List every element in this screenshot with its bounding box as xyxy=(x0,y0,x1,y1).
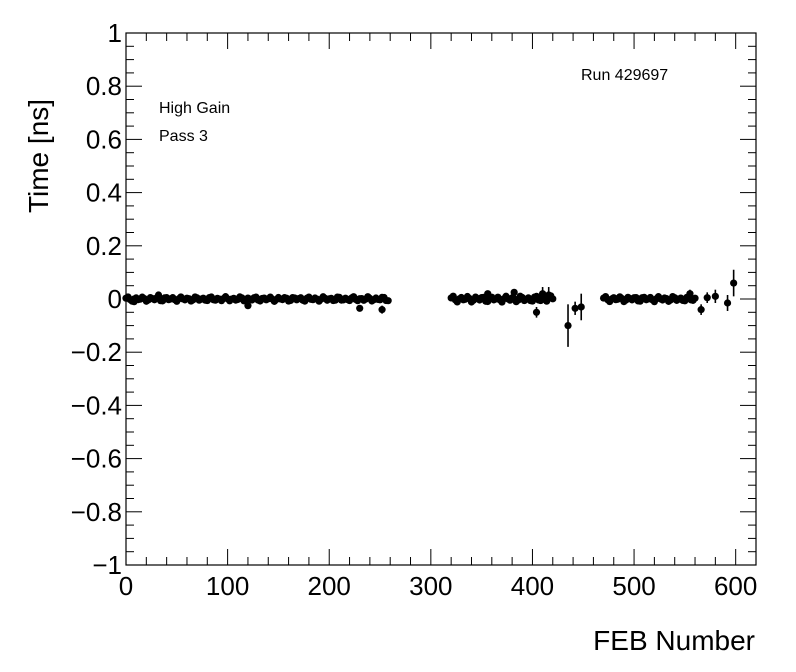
run-annotation: Run 429697 xyxy=(581,67,668,84)
data-point xyxy=(571,304,579,312)
x-tick-label: 100 xyxy=(206,571,249,601)
x-tick-label: 500 xyxy=(612,571,655,601)
y-tick-label: 0.2 xyxy=(86,231,122,261)
data-point xyxy=(384,297,392,305)
y-axis-label: Time [ns] xyxy=(23,99,54,213)
y-tick-label: −0.8 xyxy=(71,497,122,527)
y-tick-label: −0.2 xyxy=(71,337,122,367)
x-tick-label: 0 xyxy=(119,571,133,601)
data-point xyxy=(730,279,738,287)
y-tick-label: 1 xyxy=(108,18,122,48)
data-point xyxy=(711,292,719,300)
x-tick-label: 400 xyxy=(511,571,554,601)
data-point xyxy=(545,291,553,299)
data-point xyxy=(723,299,732,307)
data-point xyxy=(703,294,711,302)
data-point xyxy=(691,294,699,302)
data-point xyxy=(539,290,547,298)
x-axis-label: FEB Number xyxy=(593,625,755,656)
y-tick-label: 0.8 xyxy=(86,71,122,101)
x-axis-ticks: 0 100 200 300 400 500 600 xyxy=(119,33,757,601)
data-point xyxy=(244,302,252,310)
gain-annotation: High Gain xyxy=(159,100,230,117)
data-point xyxy=(378,306,386,314)
data-point xyxy=(484,290,492,298)
data-point xyxy=(532,308,541,316)
data-point xyxy=(130,298,138,306)
data-point xyxy=(697,306,705,314)
data-point xyxy=(356,304,364,312)
pass-annotation: Pass 3 xyxy=(159,128,208,145)
y-tick-label: 0.6 xyxy=(86,124,122,154)
y-tick-label: −0.4 xyxy=(71,390,122,420)
y-tick-label: 0 xyxy=(108,284,122,314)
x-tick-label: 300 xyxy=(409,571,452,601)
y-tick-label: 0.4 xyxy=(86,178,122,208)
x-tick-label: 600 xyxy=(714,571,757,601)
x-tick-label: 200 xyxy=(308,571,351,601)
data-point xyxy=(577,303,585,311)
y-tick-label: −0.6 xyxy=(71,444,122,474)
data-point xyxy=(154,291,163,299)
y-axis-ticks: −1 −0.8 −0.6 −0.4 −0.2 0 0.2 0.4 0.6 0.8 1 xyxy=(71,18,756,580)
data-point xyxy=(564,322,572,330)
data-point xyxy=(686,290,694,298)
data-points xyxy=(122,269,738,347)
data-point xyxy=(510,288,518,296)
y-tick-label: −1 xyxy=(92,550,122,580)
